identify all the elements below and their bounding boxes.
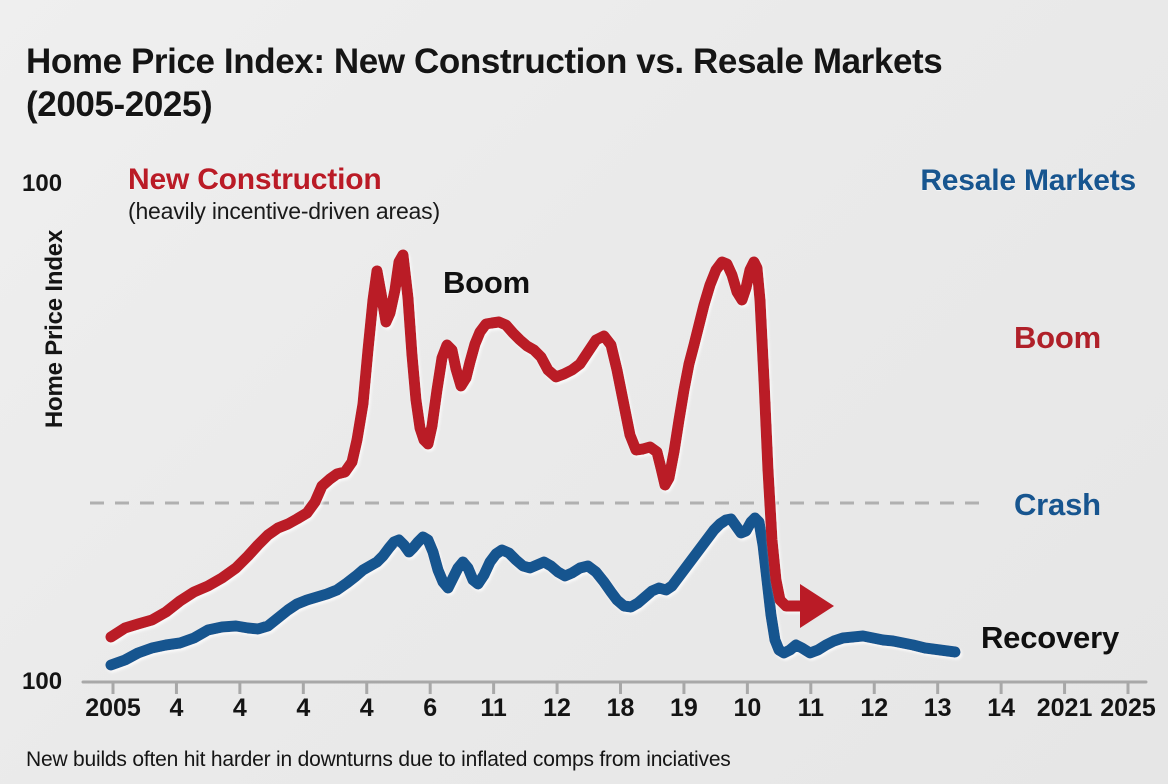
x-axis-tick-label: 4 (169, 694, 184, 722)
chart-footnote: New builds often hit harder in downturns… (26, 748, 731, 771)
page-title-line-2: (2005-2025) (26, 85, 213, 125)
x-axis-tick-label: 18 (606, 694, 635, 722)
x-axis-tick-label: 13 (923, 694, 952, 722)
legend-new-construction-sublabel: (heavily incentive-driven areas) (128, 197, 440, 224)
x-axis-tick-label: 12 (860, 694, 889, 722)
legend-resale-markets-label: Resale Markets (920, 164, 1136, 197)
series-line-resale-markets (105, 512, 961, 671)
x-axis-tick-label: 4 (296, 694, 311, 722)
x-axis-tick-label: 11 (480, 694, 507, 722)
x-axis-tick-label: 4 (359, 694, 374, 722)
legend-new-construction: New Construction (heavily incentive-driv… (128, 164, 440, 225)
page-title: Home Price Index: New Construction vs. R… (26, 40, 1156, 127)
x-axis-ticks (111, 682, 1130, 694)
x-axis-tick-labels: 2005 4 4 4 4 6 11 12 18 19 10 11 12 13 14 2021 2025 (0, 694, 1168, 734)
legend-new-construction-label: New Construction (128, 163, 382, 196)
x-axis-tick-label: 12 (543, 694, 571, 722)
x-axis (81, 680, 1148, 694)
series-line-new-construction (105, 249, 806, 643)
annotation-recovery-right: Recovery (981, 620, 1119, 655)
x-axis-tick-label: 14 (987, 694, 1016, 722)
x-axis-tick-label: 2021 (1036, 694, 1093, 722)
x-axis-tick-label: 2005 (85, 694, 141, 722)
y-axis-tick-top: 100 (22, 170, 63, 197)
x-axis-tick-label: 2025 (1100, 694, 1156, 722)
x-axis-tick-label: 4 (232, 694, 247, 722)
x-axis-tick-label: 19 (670, 694, 698, 722)
y-axis-tick-bottom: 100 (22, 668, 63, 695)
page-title-line-1: Home Price Index: New Construction vs. R… (26, 42, 943, 81)
arrow-head-icon (800, 584, 834, 628)
x-axis-tick-label: 6 (423, 694, 438, 722)
x-axis-tick-label: 11 (797, 694, 825, 722)
annotation-crash-right: Crash (1014, 487, 1101, 522)
x-axis-tick-label: 10 (733, 694, 762, 722)
annotation-boom-center: Boom (443, 265, 531, 300)
annotation-boom-right: Boom (1014, 320, 1102, 355)
